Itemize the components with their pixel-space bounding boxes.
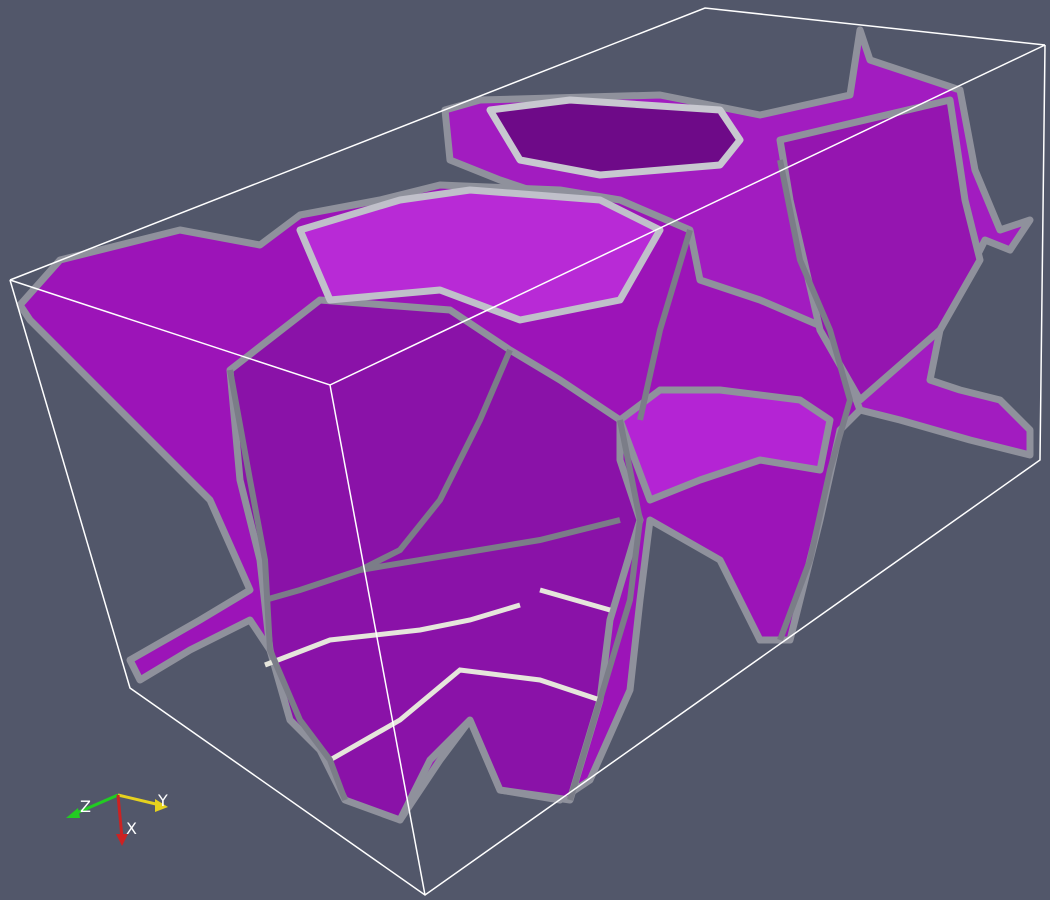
boundary [539,587,611,613]
floor-grain [616,386,834,504]
boundary [777,159,854,642]
boundary [264,602,521,668]
z-arrow [66,808,80,818]
box-edge [329,384,426,896]
boundary [637,229,693,421]
boundary [567,419,644,801]
grain-boundaries-dark [227,159,854,802]
boundary [359,517,621,573]
top-grain [486,96,744,179]
boundary [227,369,348,802]
y-label: Y [157,791,168,810]
x-arrow [116,834,128,846]
upper-grain [296,186,664,324]
box-edge [9,7,1046,281]
z-label: Z [80,797,91,816]
bounding-box [9,7,1046,896]
boundary [264,348,513,603]
y-axis [117,793,161,807]
z-axis [71,793,119,817]
boundary [328,667,601,763]
y-arrow [155,799,168,812]
orientation-axes: Z Y X [66,791,168,846]
x-axis [116,794,124,839]
grain-boundaries [264,587,611,763]
x-label: X [126,819,137,838]
